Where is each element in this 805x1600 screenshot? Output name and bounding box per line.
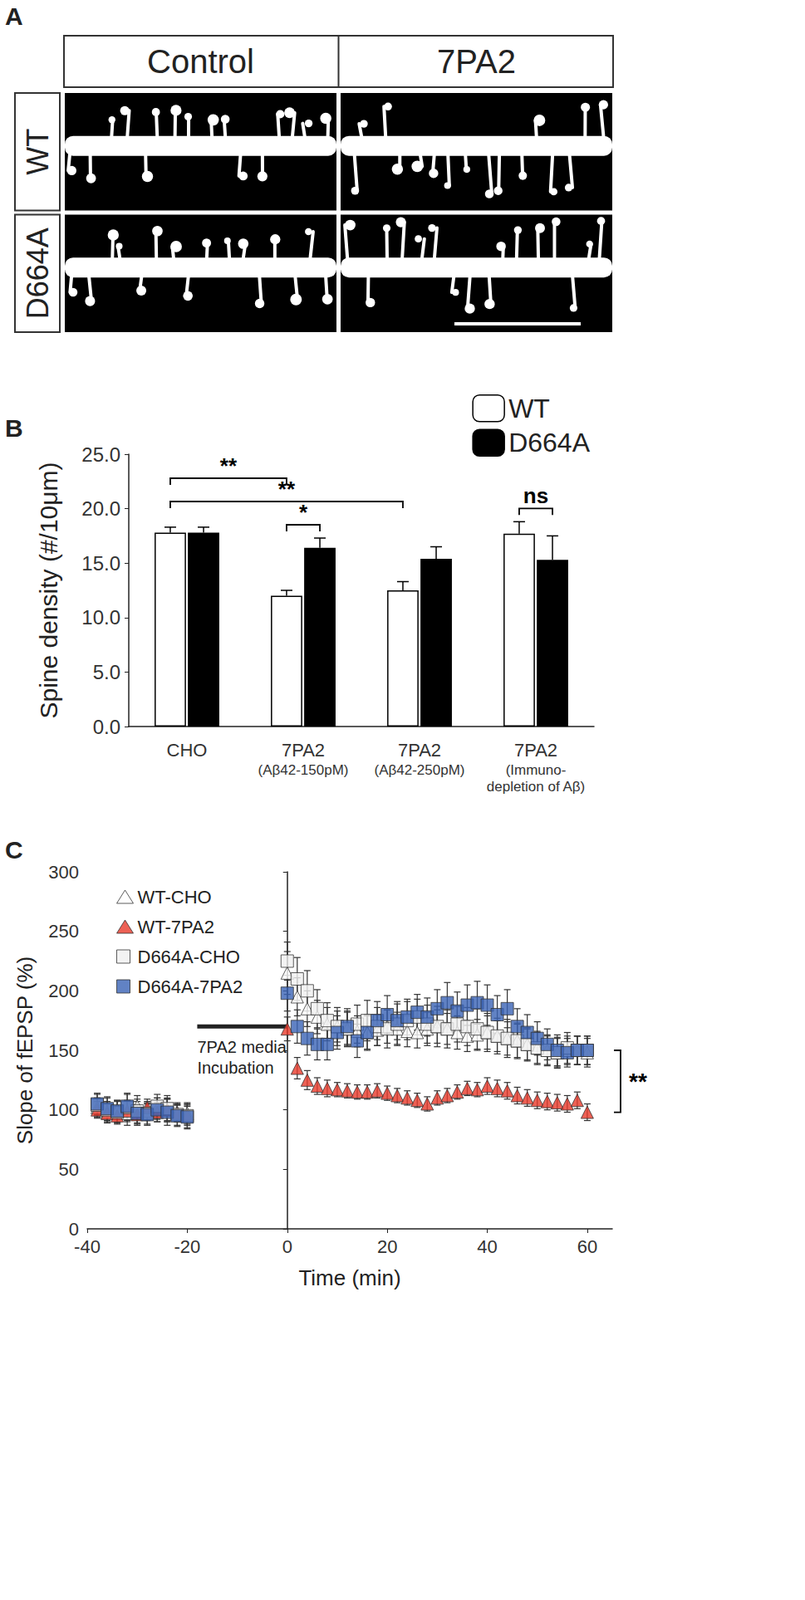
- svg-text:D664A-CHO: D664A-CHO: [137, 947, 241, 968]
- svg-text:Time (min): Time (min): [298, 1266, 401, 1291]
- svg-text:10.0: 10.0: [81, 606, 121, 629]
- svg-text:Control: Control: [147, 43, 255, 80]
- svg-text:7PA2: 7PA2: [281, 740, 325, 761]
- svg-text:200: 200: [48, 981, 79, 1002]
- svg-text:0: 0: [68, 1219, 79, 1240]
- svg-text:Spine density (#/10μm): Spine density (#/10μm): [34, 461, 63, 719]
- svg-text:(Aβ42-150pM): (Aβ42-150pM): [258, 762, 349, 779]
- svg-text:WT-CHO: WT-CHO: [137, 887, 212, 909]
- svg-text:*: *: [299, 500, 309, 526]
- svg-text:(Immuno-: (Immuno-: [505, 762, 567, 779]
- svg-text:50: 50: [58, 1159, 79, 1181]
- svg-text:B: B: [4, 414, 24, 442]
- svg-text:CHO: CHO: [166, 740, 208, 761]
- svg-text:Incubation: Incubation: [196, 1059, 274, 1078]
- svg-text:300: 300: [48, 862, 79, 884]
- svg-text:150: 150: [48, 1040, 79, 1062]
- svg-text:**: **: [220, 453, 238, 479]
- svg-text:25.0: 25.0: [81, 443, 121, 467]
- svg-text:ns: ns: [523, 483, 549, 509]
- svg-text:D664A: D664A: [508, 427, 591, 458]
- svg-text:100: 100: [48, 1099, 79, 1121]
- svg-text:(Aβ42-250pM): (Aβ42-250pM): [374, 762, 466, 779]
- svg-text:**: **: [628, 1069, 648, 1095]
- svg-text:A: A: [4, 2, 24, 30]
- svg-text:-40: -40: [73, 1236, 101, 1258]
- svg-text:7PA2: 7PA2: [514, 740, 558, 761]
- svg-text:Slope of fEPSP (%): Slope of fEPSP (%): [12, 957, 38, 1145]
- svg-text:0.0: 0.0: [93, 716, 121, 739]
- svg-text:250: 250: [48, 921, 79, 943]
- svg-text:D664A-7PA2: D664A-7PA2: [137, 976, 244, 998]
- svg-text:15.0: 15.0: [81, 552, 121, 575]
- svg-text:WT: WT: [20, 128, 55, 176]
- svg-text:60: 60: [577, 1236, 598, 1258]
- svg-text:7PA2: 7PA2: [397, 740, 442, 761]
- svg-text:-20: -20: [173, 1236, 201, 1258]
- svg-text:5.0: 5.0: [93, 661, 121, 684]
- svg-text:7PA2 media: 7PA2 media: [196, 1038, 287, 1057]
- svg-text:7PA2: 7PA2: [436, 43, 516, 80]
- svg-text:20.0: 20.0: [81, 497, 121, 521]
- svg-text:40: 40: [476, 1236, 497, 1258]
- svg-text:WT: WT: [508, 393, 550, 424]
- svg-text:0: 0: [282, 1236, 293, 1258]
- svg-text:20: 20: [377, 1236, 398, 1258]
- svg-text:C: C: [4, 836, 24, 864]
- svg-text:depletion of Aβ): depletion of Aβ): [486, 779, 585, 796]
- svg-text:D664A: D664A: [20, 227, 55, 320]
- svg-text:WT-7PA2: WT-7PA2: [137, 917, 216, 938]
